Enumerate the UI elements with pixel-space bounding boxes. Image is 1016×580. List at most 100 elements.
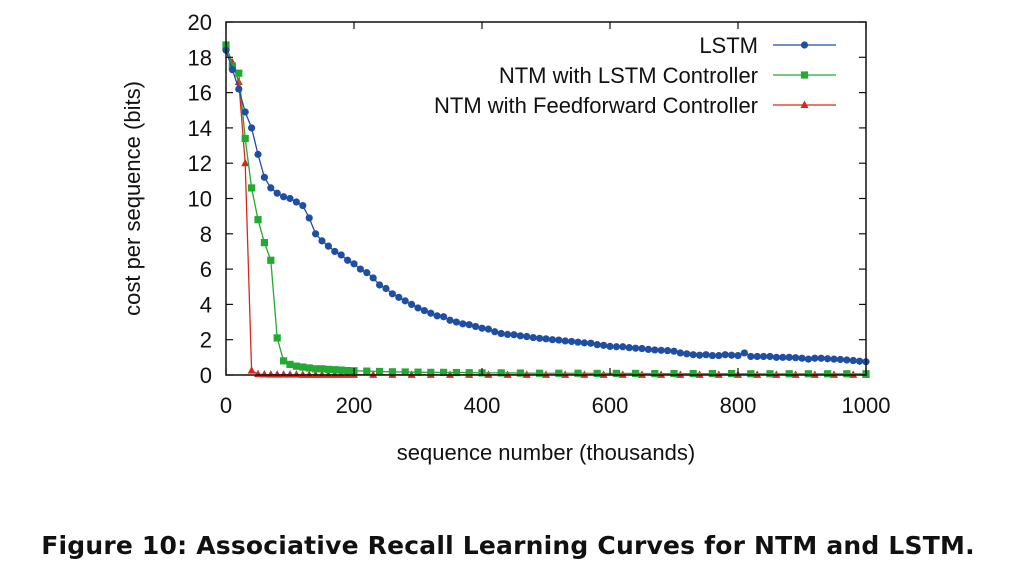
data-point [632, 369, 640, 378]
data-point [427, 368, 435, 376]
data-point [401, 297, 409, 305]
data-point [267, 184, 275, 192]
data-point [792, 354, 800, 362]
data-point [260, 173, 268, 181]
data-point [420, 306, 428, 315]
data-point [587, 339, 595, 347]
data-point [811, 354, 819, 362]
data-point [676, 349, 685, 357]
data-point [548, 336, 557, 344]
data-point [318, 365, 326, 373]
data-point [344, 256, 352, 264]
data-point [644, 345, 653, 354]
data-point [555, 369, 563, 377]
tick-layer: 0 200 400 600 800 1000 0 2 4 6 8 10 12 14 16 18 20 [188, 10, 891, 418]
x-tick-label: 400 [464, 393, 501, 418]
legend-label: NTM with LSTM Controller [499, 63, 758, 88]
data-point [228, 66, 236, 74]
data-point [843, 356, 851, 364]
data-point [299, 201, 307, 210]
data-point [683, 350, 691, 358]
data-point [401, 368, 409, 376]
data-point [478, 324, 486, 332]
legend-label: LSTM [699, 33, 758, 58]
data-point [670, 347, 678, 355]
data-point [241, 158, 250, 167]
data-point [266, 370, 275, 378]
data-point [715, 351, 723, 360]
data-point [836, 355, 845, 364]
data-point [568, 337, 576, 346]
series-layer [222, 41, 870, 378]
data-point [484, 325, 492, 333]
data-point [376, 367, 384, 376]
legend-swatch-marker [800, 41, 809, 49]
data-point [843, 370, 851, 378]
data-point [772, 353, 781, 361]
data-point [407, 370, 416, 378]
data-point [324, 242, 332, 250]
data-point [561, 370, 570, 378]
y-tick-label: 6 [200, 257, 212, 282]
data-point [561, 337, 569, 345]
data-point [497, 329, 505, 338]
data-point [248, 124, 256, 132]
data-point [753, 352, 761, 361]
legend-label: NTM with Feedforward Controller [434, 93, 758, 118]
data-point [241, 108, 249, 116]
data-point [824, 370, 832, 378]
data-point [824, 355, 832, 363]
data-point [337, 370, 346, 378]
data-point [248, 184, 256, 192]
data-point [542, 335, 550, 343]
y-tick-label: 14 [188, 116, 212, 141]
data-point [273, 334, 281, 342]
data-point [280, 193, 288, 201]
data-point [625, 344, 633, 352]
data-point [504, 330, 512, 339]
data-point [497, 369, 505, 377]
data-point [651, 369, 659, 378]
data-point [702, 351, 710, 359]
data-point [766, 352, 774, 361]
data-point [740, 349, 749, 357]
data-point [664, 347, 672, 355]
legend: LSTM NTM with LSTM Controller NTM with Fee… [434, 33, 836, 118]
data-point [286, 194, 294, 203]
data-point [363, 269, 371, 277]
data-point [459, 320, 467, 328]
data-point [286, 370, 294, 378]
data-point [344, 366, 352, 375]
data-point [747, 352, 755, 361]
data-point [312, 365, 320, 373]
data-point [766, 370, 774, 378]
data-point [286, 360, 294, 369]
data-point [305, 214, 313, 222]
data-point [728, 351, 736, 359]
data-point [856, 357, 864, 365]
data-point [536, 334, 544, 342]
series-1 [222, 41, 870, 378]
data-point [465, 369, 473, 377]
x-tick-label: 0 [220, 393, 232, 418]
data-point [388, 368, 396, 376]
data-point [606, 342, 614, 351]
data-point [696, 351, 704, 359]
y-tick-label: 4 [200, 292, 212, 317]
data-point [542, 370, 550, 378]
learning-curve-chart: 0 200 400 600 800 1000 0 2 4 6 8 10 12 14 16 18 20 seque… [120, 10, 891, 465]
data-point [318, 370, 326, 378]
figure-caption: Figure 10: Associative Recall Learning C… [41, 531, 975, 560]
data-point [638, 344, 646, 353]
data-point [267, 256, 275, 264]
data-point [708, 351, 717, 360]
data-point [516, 369, 524, 377]
data-point [363, 367, 371, 375]
data-point [324, 370, 333, 378]
data-point [446, 316, 454, 324]
data-point [760, 352, 768, 361]
data-point [254, 216, 262, 224]
data-point [280, 357, 288, 365]
data-point [817, 354, 825, 362]
data-point [708, 369, 716, 378]
